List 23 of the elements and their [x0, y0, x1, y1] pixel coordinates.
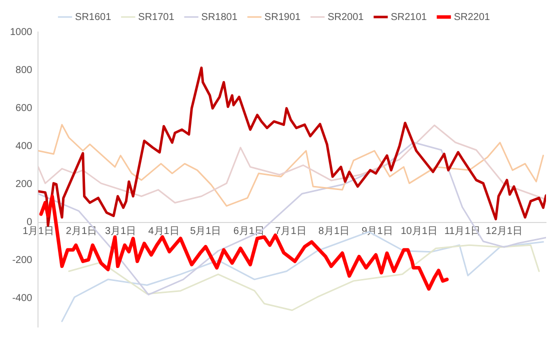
x-tick-label: 10月1日 — [400, 226, 438, 238]
y-tick-label: -400 — [12, 293, 33, 304]
y-tick-label: 400 — [16, 140, 33, 152]
y-tick-label: -200 — [12, 255, 33, 266]
y-tick-label: 200 — [16, 179, 33, 190]
y-tick-label: 1000 — [10, 26, 33, 38]
x-tick-label: 3月1日 — [104, 226, 136, 238]
x-tick-label: 7月1日 — [275, 226, 306, 238]
x-tick-label: 4月1日 — [148, 226, 180, 238]
x-tick-label: 8月1日 — [318, 226, 350, 238]
y-tick-label: 0 — [26, 217, 33, 228]
legend-label: SR1801 — [201, 12, 238, 23]
legend-label: SR1901 — [264, 12, 302, 23]
legend-label: SR1701 — [138, 12, 175, 23]
legend-label: SR2001 — [328, 12, 364, 23]
x-tick-label: 5月1日 — [190, 226, 222, 238]
y-tick-label: 800 — [16, 64, 33, 76]
x-tick-label: 1月1日 — [22, 226, 54, 238]
x-tick-label: 12月1日 — [486, 226, 522, 238]
legend-label: SR2201 — [454, 12, 490, 23]
y-tick-label: 600 — [16, 102, 33, 114]
legend-label: SR1601 — [75, 12, 112, 23]
legend-label: SR2101 — [390, 12, 428, 23]
